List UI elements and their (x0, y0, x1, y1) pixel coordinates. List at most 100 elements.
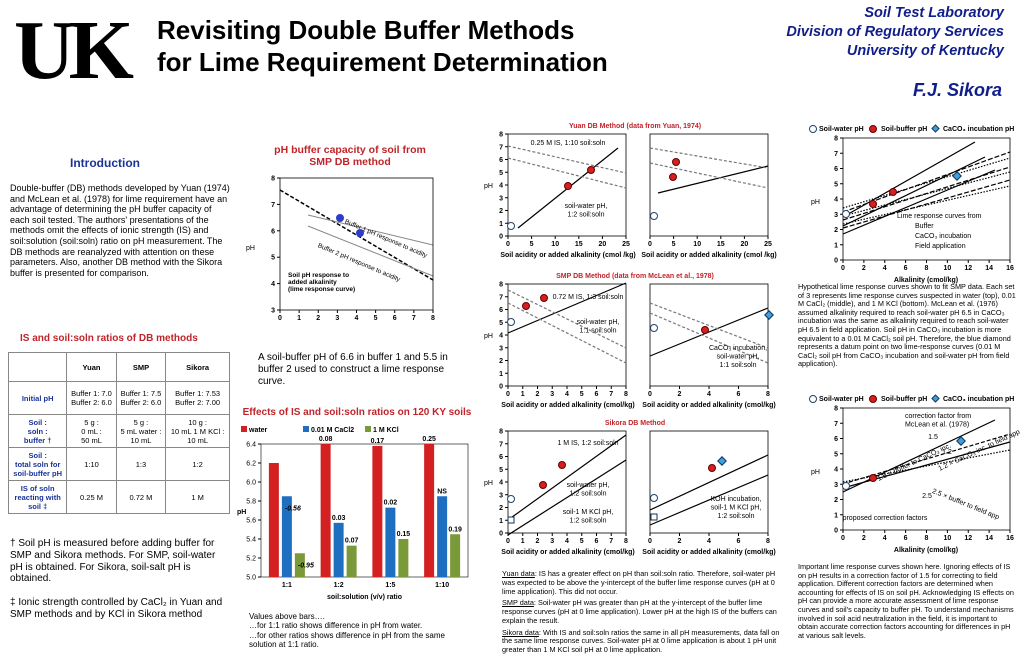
x-tick-label: 12 (964, 265, 972, 272)
point (522, 302, 530, 310)
bar (398, 539, 409, 577)
legend-label: Soil-buffer pH (881, 396, 927, 403)
table-heading: IS and soil:soln ratios of DB methods (20, 333, 198, 344)
table-header: Yuan SMP Sikora (7, 352, 230, 382)
x-axis-label: Soil acidity or added alkalinity (cmol/k… (501, 549, 634, 556)
x-tick-label: 1:1 (282, 582, 292, 589)
y-tick-label: 6 (499, 454, 503, 461)
point (869, 125, 877, 133)
y-tick-label: 4 (834, 467, 838, 474)
label: 1.2 (942, 449, 952, 456)
y-tick-label: 5 (499, 170, 503, 177)
y-tick-label: 6 (834, 436, 838, 443)
x-axis-label: Soil acidity or added alkalinity (cmol /… (500, 252, 635, 259)
y-tick-label: 7 (271, 202, 275, 209)
label: soil-water pH, (577, 319, 620, 326)
note-text: : IS has a greater effect on pH than soi… (502, 569, 776, 596)
point (507, 222, 515, 230)
x-tick-label: 12 (964, 535, 972, 542)
footnote: † Soil pH is measured before adding buff… (10, 538, 216, 585)
curve (649, 312, 769, 364)
x-tick-label: 5 (374, 315, 378, 322)
bar (437, 496, 448, 577)
bar (333, 522, 344, 577)
y-tick-label: 2 (834, 497, 838, 504)
y-tick-label: 5.8 (246, 499, 256, 506)
point (669, 173, 677, 181)
plot-frame (260, 443, 469, 578)
bar (346, 545, 357, 577)
correction-figure: Soil-water pH Soil-buffer pH CaCO₃ incubat… (809, 394, 1021, 554)
plot-frame (649, 133, 769, 237)
affiliation: Soil Test Laboratory Division of Regulat… (786, 5, 1004, 59)
key-label: CaCO₃ incubation (915, 233, 971, 240)
table-row: IS of soln reacting with soil ‡ 0.25 M 0.7… (7, 480, 230, 514)
table-cell: 5 g : 5 mL water : 10 mL (115, 414, 167, 448)
y-tick-label: 4 (499, 183, 503, 190)
hypothetical-figure: Soil-water pH Soil-buffer pH CaCO₃ incubat… (809, 124, 1014, 284)
y-tick-label: 6 (271, 228, 275, 235)
x-tick-label: 0 (506, 538, 510, 545)
x-tick-label: 15 (717, 241, 725, 248)
y-tick-label: 5 (499, 467, 503, 474)
curve (507, 289, 627, 349)
x-tick-label: 4 (883, 535, 887, 542)
table-cell: Buffer 1: 7.53 Buffer 2: 7.00 (165, 381, 230, 415)
x-tick-label: 0 (506, 241, 510, 248)
y-tick-label: 8 (499, 132, 503, 139)
y-axis-label: pH (237, 509, 246, 516)
table-cell: 0.25 M (66, 480, 117, 514)
title: Revisiting Double Buffer Methods for Lim… (157, 15, 608, 77)
logo: UK (14, 4, 134, 97)
point (889, 188, 897, 196)
x-tick-label: 2 (862, 535, 866, 542)
label: 0.72 M IS, 1:3 soil:soln (553, 294, 624, 301)
value-label: 0.02 (384, 500, 398, 507)
curve (649, 474, 769, 526)
x-tick-label: 7 (609, 391, 613, 398)
label: proposed correction factors (843, 515, 928, 522)
y-tick-label: 6 (499, 307, 503, 314)
y-tick-label: 8 (271, 176, 275, 183)
x-tick-label: 20 (741, 241, 749, 248)
figure-caption: A soil-buffer pH of 6.6 in buffer 1 and … (258, 352, 448, 387)
y-tick-label: 4 (499, 333, 503, 340)
note-term: SMP data (502, 598, 534, 608)
legend-swatch (303, 426, 309, 432)
x-tick-label: 0 (648, 538, 652, 545)
x-tick-label: 16 (1006, 535, 1014, 542)
diamond (952, 171, 962, 181)
table-cell: 1:10 (66, 447, 117, 481)
label: correction factor from (905, 413, 971, 420)
x-tick-label: 6 (904, 265, 908, 272)
x-axis-label: Soil acidity or added alkalinity (cmol/k… (501, 402, 634, 409)
diamond (931, 124, 940, 133)
x-tick-label: 2 (678, 391, 682, 398)
legend-label: Soil-water pH (819, 126, 864, 133)
point (558, 461, 566, 469)
effects-notes: Values above bars…. …for 1:1 ratio shows… (249, 612, 445, 650)
x-tick-label: 2 (316, 315, 320, 322)
table-cell: 10 g : 10 mL 1 M KCl : 10 mL (165, 414, 230, 448)
curve (842, 419, 996, 493)
x-tick-label: 10 (943, 265, 951, 272)
curve (507, 145, 627, 174)
label: 0.25 M IS, 1:10 soil:soln (531, 140, 606, 147)
point (869, 200, 877, 208)
label: 2.5 (922, 493, 932, 500)
label: 1:1 soil:soln (580, 328, 617, 335)
table-cell: 1:2 (165, 447, 230, 481)
label: soil-1 M KCl pH, (563, 509, 614, 516)
lime-response-line (279, 189, 434, 281)
x-tick-label: 7 (412, 315, 416, 322)
y-tick-label: 8 (499, 429, 503, 436)
label: soil-water pH, (567, 482, 610, 489)
y-tick-label: 3 (499, 195, 503, 202)
point (842, 482, 850, 490)
legend-label: 1 M KCl (373, 427, 399, 434)
curve (649, 307, 769, 357)
point (356, 229, 364, 237)
label: soil-1 M KCl pH, (711, 505, 762, 512)
x-tick-label: 6 (595, 538, 599, 545)
point (587, 166, 595, 174)
